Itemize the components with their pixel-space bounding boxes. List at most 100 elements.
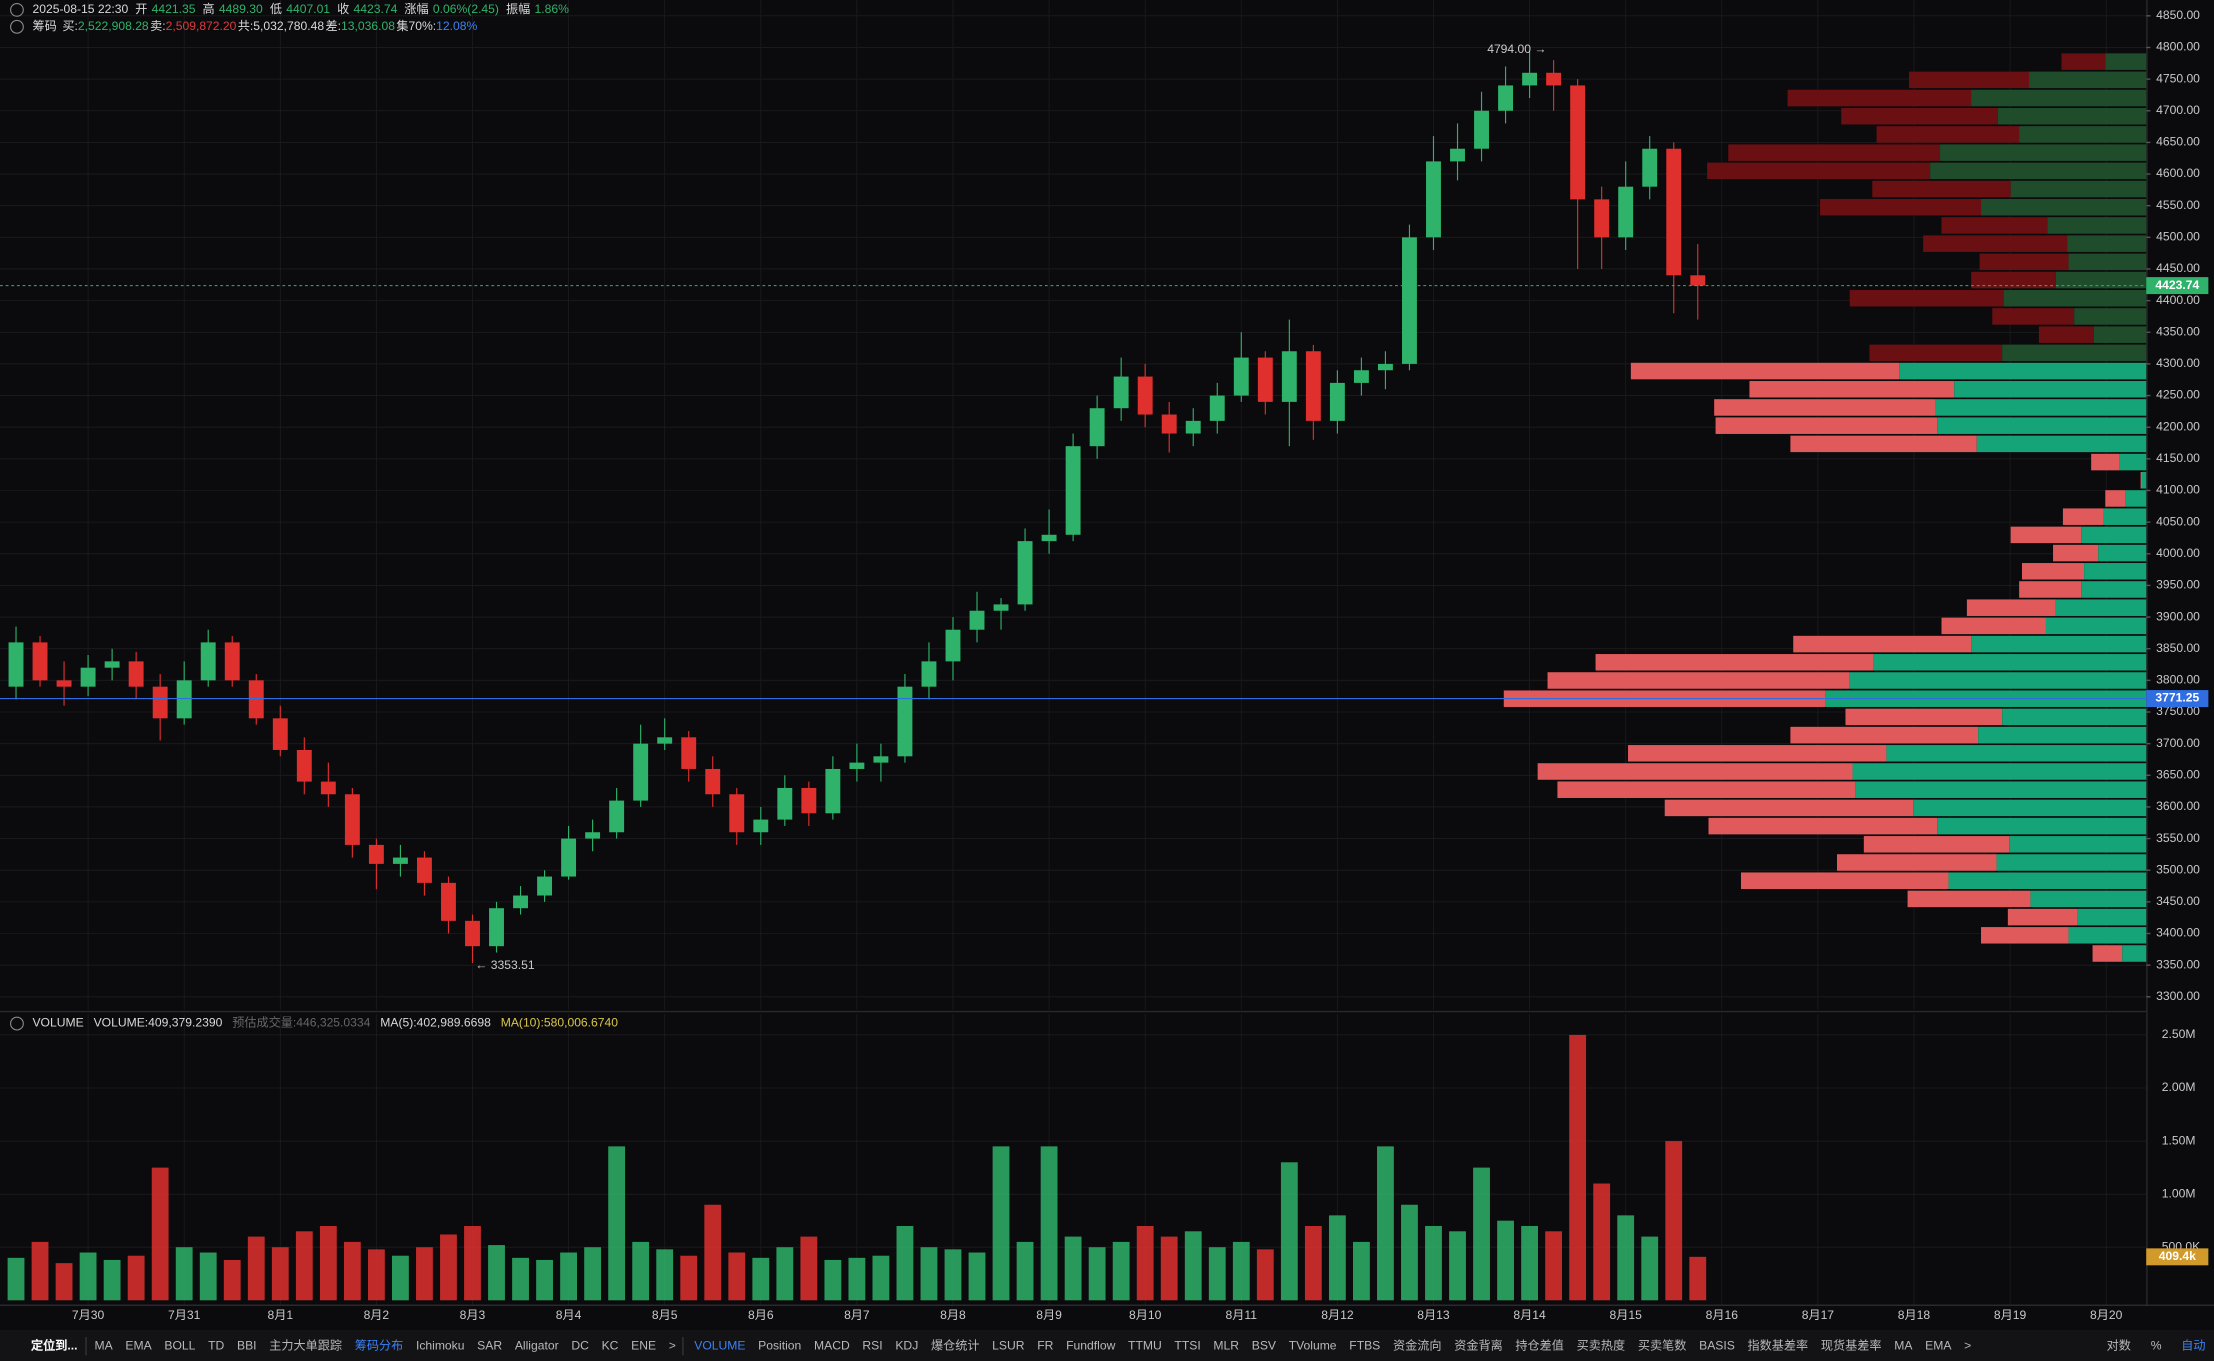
collapse-icon[interactable] xyxy=(10,1016,24,1031)
profile-buy-bar xyxy=(2029,71,2147,89)
toolbar-item[interactable]: BSV xyxy=(1252,1338,1277,1352)
y-tick-label: 4300.00 xyxy=(2156,356,2200,370)
toolbar-item[interactable]: BOLL xyxy=(164,1338,195,1352)
toolbar-item[interactable]: 资金背离 xyxy=(1454,1337,1503,1352)
toolbar-item[interactable]: BASIS xyxy=(1699,1338,1735,1352)
y-tick-label: 3850.00 xyxy=(2156,641,2200,655)
toolbar-item[interactable]: 持仓差值 xyxy=(1515,1337,1564,1352)
volume-bar xyxy=(632,1241,650,1301)
toolbar-item[interactable]: SAR xyxy=(477,1338,502,1352)
toolbar-toggle[interactable]: 自动 xyxy=(2181,1338,2205,1352)
toolbar-item[interactable]: 筹码分布 xyxy=(355,1338,404,1352)
volume-bar xyxy=(728,1252,746,1301)
volume-bar xyxy=(1280,1162,1298,1301)
toolbar-item[interactable]: KC xyxy=(602,1338,619,1352)
profile-sell-bar xyxy=(1981,927,2069,944)
volume-bar xyxy=(1425,1225,1442,1301)
volume-bar xyxy=(584,1247,602,1301)
x-tick-label: 8月8 xyxy=(940,1308,966,1322)
profile-buy-bar xyxy=(2047,217,2147,234)
toolbar-item[interactable]: TTMU xyxy=(1128,1338,1162,1352)
toolbar-item[interactable]: ENE xyxy=(631,1338,656,1352)
profile-sell-bar xyxy=(1630,362,1900,380)
candle-body xyxy=(1161,414,1177,434)
profile-buy-bar xyxy=(2003,290,2147,307)
toolbar-item[interactable]: Ichimoku xyxy=(416,1338,465,1352)
toolbar-item[interactable]: TD xyxy=(208,1338,224,1352)
collapse-icon[interactable] xyxy=(10,2,24,17)
toolbar-item[interactable]: FR xyxy=(1037,1338,1053,1352)
locate-button[interactable]: 定位到... xyxy=(30,1337,77,1352)
info-text: 2,522,908.28 xyxy=(78,19,149,33)
profile-buy-bar xyxy=(1855,781,2147,798)
toolbar-item[interactable]: MA xyxy=(94,1338,113,1352)
toolbar-item[interactable]: Alligator xyxy=(515,1338,559,1352)
toolbar-item[interactable]: EMA xyxy=(125,1338,152,1352)
y-tick-label: 4150.00 xyxy=(2156,451,2200,465)
profile-buy-bar xyxy=(2119,453,2147,471)
y-tick-label: 4800.00 xyxy=(2156,40,2200,54)
volume-bar xyxy=(1665,1141,1683,1301)
volume-bar xyxy=(896,1225,914,1301)
profile-sell-bar xyxy=(1664,799,1914,817)
toolbar-item[interactable]: 资金流向 xyxy=(1393,1337,1442,1352)
y-tick-label: 3300.00 xyxy=(2156,989,2200,1003)
volume-bar xyxy=(367,1249,385,1301)
y-tick-label: 4500.00 xyxy=(2156,230,2200,244)
x-tick-label: 8月12 xyxy=(1321,1308,1354,1322)
toolbar-item[interactable]: EMA xyxy=(1925,1338,1952,1352)
toolbar-item[interactable]: > xyxy=(1964,1338,1971,1352)
profile-buy-bar xyxy=(2105,53,2147,70)
y-tick-label: 4050.00 xyxy=(2156,514,2200,528)
profile-buy-bar xyxy=(1940,144,2147,161)
toolbar-item[interactable]: 爆仓统计 xyxy=(931,1338,980,1352)
y-tick-label: 3450.00 xyxy=(2156,894,2200,908)
candle-body xyxy=(1233,357,1249,396)
toolbar-item[interactable]: > xyxy=(669,1338,676,1352)
toolbar-item[interactable]: TVolume xyxy=(1289,1338,1337,1352)
profile-buy-bar xyxy=(2093,326,2147,343)
toolbar-item[interactable]: 买卖笔数 xyxy=(1638,1337,1687,1352)
candle-body xyxy=(585,832,601,839)
profile-sell-bar xyxy=(1909,71,2030,89)
collapse-icon[interactable] xyxy=(10,19,24,34)
profile-buy-bar xyxy=(2125,490,2147,507)
toolbar-item[interactable]: BBI xyxy=(237,1338,257,1352)
toolbar-item[interactable]: VOLUME xyxy=(694,1338,745,1352)
last-price-label: 4423.74 xyxy=(2155,278,2199,292)
profile-sell-bar xyxy=(1849,290,2004,307)
candle-body xyxy=(753,819,769,833)
toolbar-item[interactable]: MA xyxy=(1894,1338,1913,1352)
toolbar-item[interactable]: MLR xyxy=(1213,1338,1239,1352)
x-tick-label: 8月6 xyxy=(748,1308,774,1322)
toolbar-item[interactable]: TTSI xyxy=(1174,1338,1200,1352)
toolbar-item[interactable]: DC xyxy=(571,1338,589,1352)
toolbar-item[interactable]: MACD xyxy=(814,1338,850,1352)
toolbar-item[interactable]: FTBS xyxy=(1349,1338,1380,1352)
volume-bars xyxy=(7,1034,1707,1301)
volume-bar xyxy=(1377,1146,1394,1301)
toolbar-toggle[interactable]: 对数 xyxy=(2107,1337,2131,1352)
y-tick-label: 3650.00 xyxy=(2156,767,2200,781)
volume-bar xyxy=(1112,1241,1130,1301)
toolbar-item[interactable]: 买卖热度 xyxy=(1577,1337,1626,1352)
volume-bar xyxy=(1545,1231,1563,1301)
toolbar-toggle[interactable]: % xyxy=(2151,1338,2162,1352)
x-tick-label: 8月20 xyxy=(2090,1308,2123,1322)
volume-bar xyxy=(992,1146,1010,1301)
toolbar-item[interactable]: 主力大单跟踪 xyxy=(269,1338,342,1352)
info-text: 开 xyxy=(135,2,147,16)
info-text: 筹码 xyxy=(32,19,56,33)
toolbar-item[interactable]: Fundflow xyxy=(1066,1338,1115,1352)
toolbar-item[interactable]: 指数基差率 xyxy=(1748,1337,1809,1352)
profile-buy-bar xyxy=(2141,472,2147,489)
last-volume-label: 409.4k xyxy=(2159,1249,2196,1263)
toolbar-item[interactable]: LSUR xyxy=(992,1338,1025,1352)
y-tick-label: 3350.00 xyxy=(2156,957,2200,971)
profile-buy-bar xyxy=(2055,271,2147,289)
info-text: 5,032,780.48 xyxy=(253,19,324,33)
toolbar-item[interactable]: KDJ xyxy=(895,1338,918,1352)
toolbar-item[interactable]: Position xyxy=(758,1338,801,1352)
toolbar-item[interactable]: RSI xyxy=(862,1338,882,1352)
toolbar-item[interactable]: 现货基差率 xyxy=(1821,1337,1882,1352)
